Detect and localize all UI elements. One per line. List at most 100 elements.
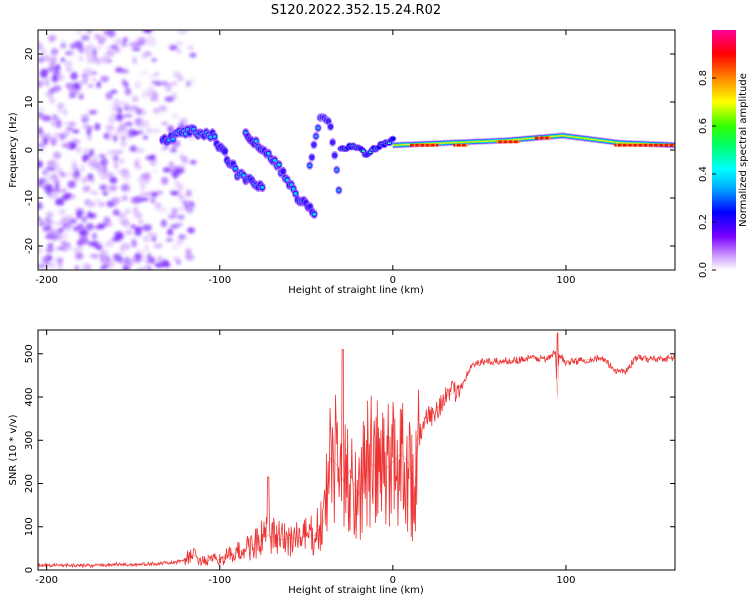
band-segment bbox=[394, 144, 396, 146]
band-segment bbox=[511, 139, 514, 141]
band-segment bbox=[403, 144, 406, 146]
noise-blob bbox=[133, 212, 143, 219]
band-segment bbox=[595, 139, 597, 141]
band-hotspot bbox=[538, 136, 541, 140]
noise-blob bbox=[152, 128, 161, 134]
band-segment bbox=[588, 138, 590, 140]
noise-blob bbox=[82, 76, 88, 85]
band-segment bbox=[579, 137, 581, 139]
band-hotspot bbox=[462, 143, 465, 147]
y-tick-label: 0 bbox=[24, 147, 35, 153]
noise-blob bbox=[164, 96, 175, 102]
noise-blob bbox=[90, 191, 99, 195]
band-hotspot bbox=[668, 143, 671, 147]
band-hotspot bbox=[621, 143, 624, 147]
noise-blob bbox=[94, 198, 103, 205]
noise-blob bbox=[44, 218, 50, 226]
noise-blob bbox=[38, 201, 43, 210]
band-hotspot bbox=[434, 143, 437, 147]
noise-blob bbox=[97, 240, 103, 246]
noise-blob bbox=[82, 154, 88, 163]
band-segment bbox=[444, 142, 446, 144]
x-tick-label: 0 bbox=[390, 575, 396, 586]
band-hotspot bbox=[541, 136, 544, 140]
band-hotspot bbox=[659, 143, 662, 147]
y-tick-label: -10 bbox=[24, 190, 35, 206]
band-segment bbox=[406, 143, 408, 146]
noise-blob bbox=[166, 228, 174, 236]
noise-blob bbox=[43, 77, 51, 85]
noise-blob bbox=[101, 165, 108, 174]
tone-core bbox=[233, 167, 238, 171]
noise-blob bbox=[124, 87, 132, 96]
noise-blob bbox=[78, 94, 84, 99]
band-segment bbox=[575, 136, 577, 139]
noise-blob bbox=[87, 210, 92, 219]
noise-blob bbox=[120, 139, 128, 148]
noise-blob bbox=[63, 109, 68, 116]
noise-blob bbox=[38, 111, 44, 119]
noise-blob bbox=[141, 197, 149, 202]
band-hotspot bbox=[410, 143, 413, 147]
noise-blob bbox=[129, 145, 138, 153]
colorbar-tick-label: 0.8 bbox=[698, 70, 709, 86]
noise-blob bbox=[73, 247, 79, 253]
band-segment bbox=[445, 142, 447, 144]
noise-blob bbox=[131, 95, 139, 103]
band-segment bbox=[618, 142, 620, 144]
tone-core bbox=[337, 188, 341, 192]
noise-blob bbox=[60, 240, 68, 246]
band-segment bbox=[467, 141, 469, 143]
noise-blob bbox=[133, 80, 142, 89]
band-hotspot bbox=[505, 140, 508, 144]
tone-core bbox=[260, 185, 265, 189]
noise-blob bbox=[67, 180, 76, 189]
noise-blob bbox=[133, 161, 139, 166]
noise-blob bbox=[110, 112, 116, 117]
noise-blob bbox=[119, 101, 130, 107]
band-segment bbox=[466, 141, 468, 143]
noise-blob bbox=[174, 222, 184, 227]
band-hotspot bbox=[640, 143, 643, 147]
noise-blob bbox=[162, 167, 172, 173]
noise-blob bbox=[82, 123, 91, 130]
noise-blob bbox=[49, 137, 58, 145]
noise-blob bbox=[167, 213, 177, 220]
noise-blob bbox=[161, 176, 169, 185]
colorbar-tick-label: 0.0 bbox=[698, 262, 709, 278]
noise-blob bbox=[110, 44, 119, 50]
band-hotspot bbox=[652, 143, 655, 147]
band-segment bbox=[550, 135, 552, 138]
noise-blob bbox=[82, 67, 93, 76]
noise-blob bbox=[114, 47, 121, 53]
band-segment bbox=[485, 140, 487, 142]
noise-blob bbox=[91, 232, 98, 240]
noise-blob bbox=[79, 238, 89, 245]
noise-blob bbox=[185, 254, 195, 261]
spectrogram-ylabel: Frequency (Hz) bbox=[8, 112, 19, 188]
noise-blob bbox=[115, 113, 124, 122]
band-segment bbox=[471, 141, 473, 143]
noise-blob bbox=[85, 223, 95, 231]
noise-blob bbox=[112, 210, 120, 216]
band-segment bbox=[409, 143, 411, 146]
band-hotspot bbox=[650, 143, 653, 147]
snr-frame bbox=[37, 329, 676, 571]
colorbar-ticks: 0.0 0.2 0.4 0.6 0.8 bbox=[698, 70, 716, 278]
noise-blob bbox=[82, 148, 90, 155]
x-tick-label: 100 bbox=[556, 275, 575, 286]
band-segment bbox=[635, 142, 637, 145]
tone-core bbox=[316, 126, 320, 130]
band-hotspot bbox=[673, 143, 675, 147]
noise-blob bbox=[100, 158, 108, 167]
noise-blob bbox=[38, 146, 46, 153]
band-segment bbox=[408, 143, 410, 146]
noise-blob bbox=[87, 55, 96, 64]
tone-core bbox=[307, 164, 312, 167]
noise-blob bbox=[176, 183, 184, 190]
noise-blob bbox=[142, 172, 151, 181]
band-segment bbox=[439, 142, 442, 144]
noise-blob bbox=[151, 191, 158, 198]
noise-blob bbox=[134, 164, 143, 170]
noise-blob bbox=[80, 216, 88, 223]
